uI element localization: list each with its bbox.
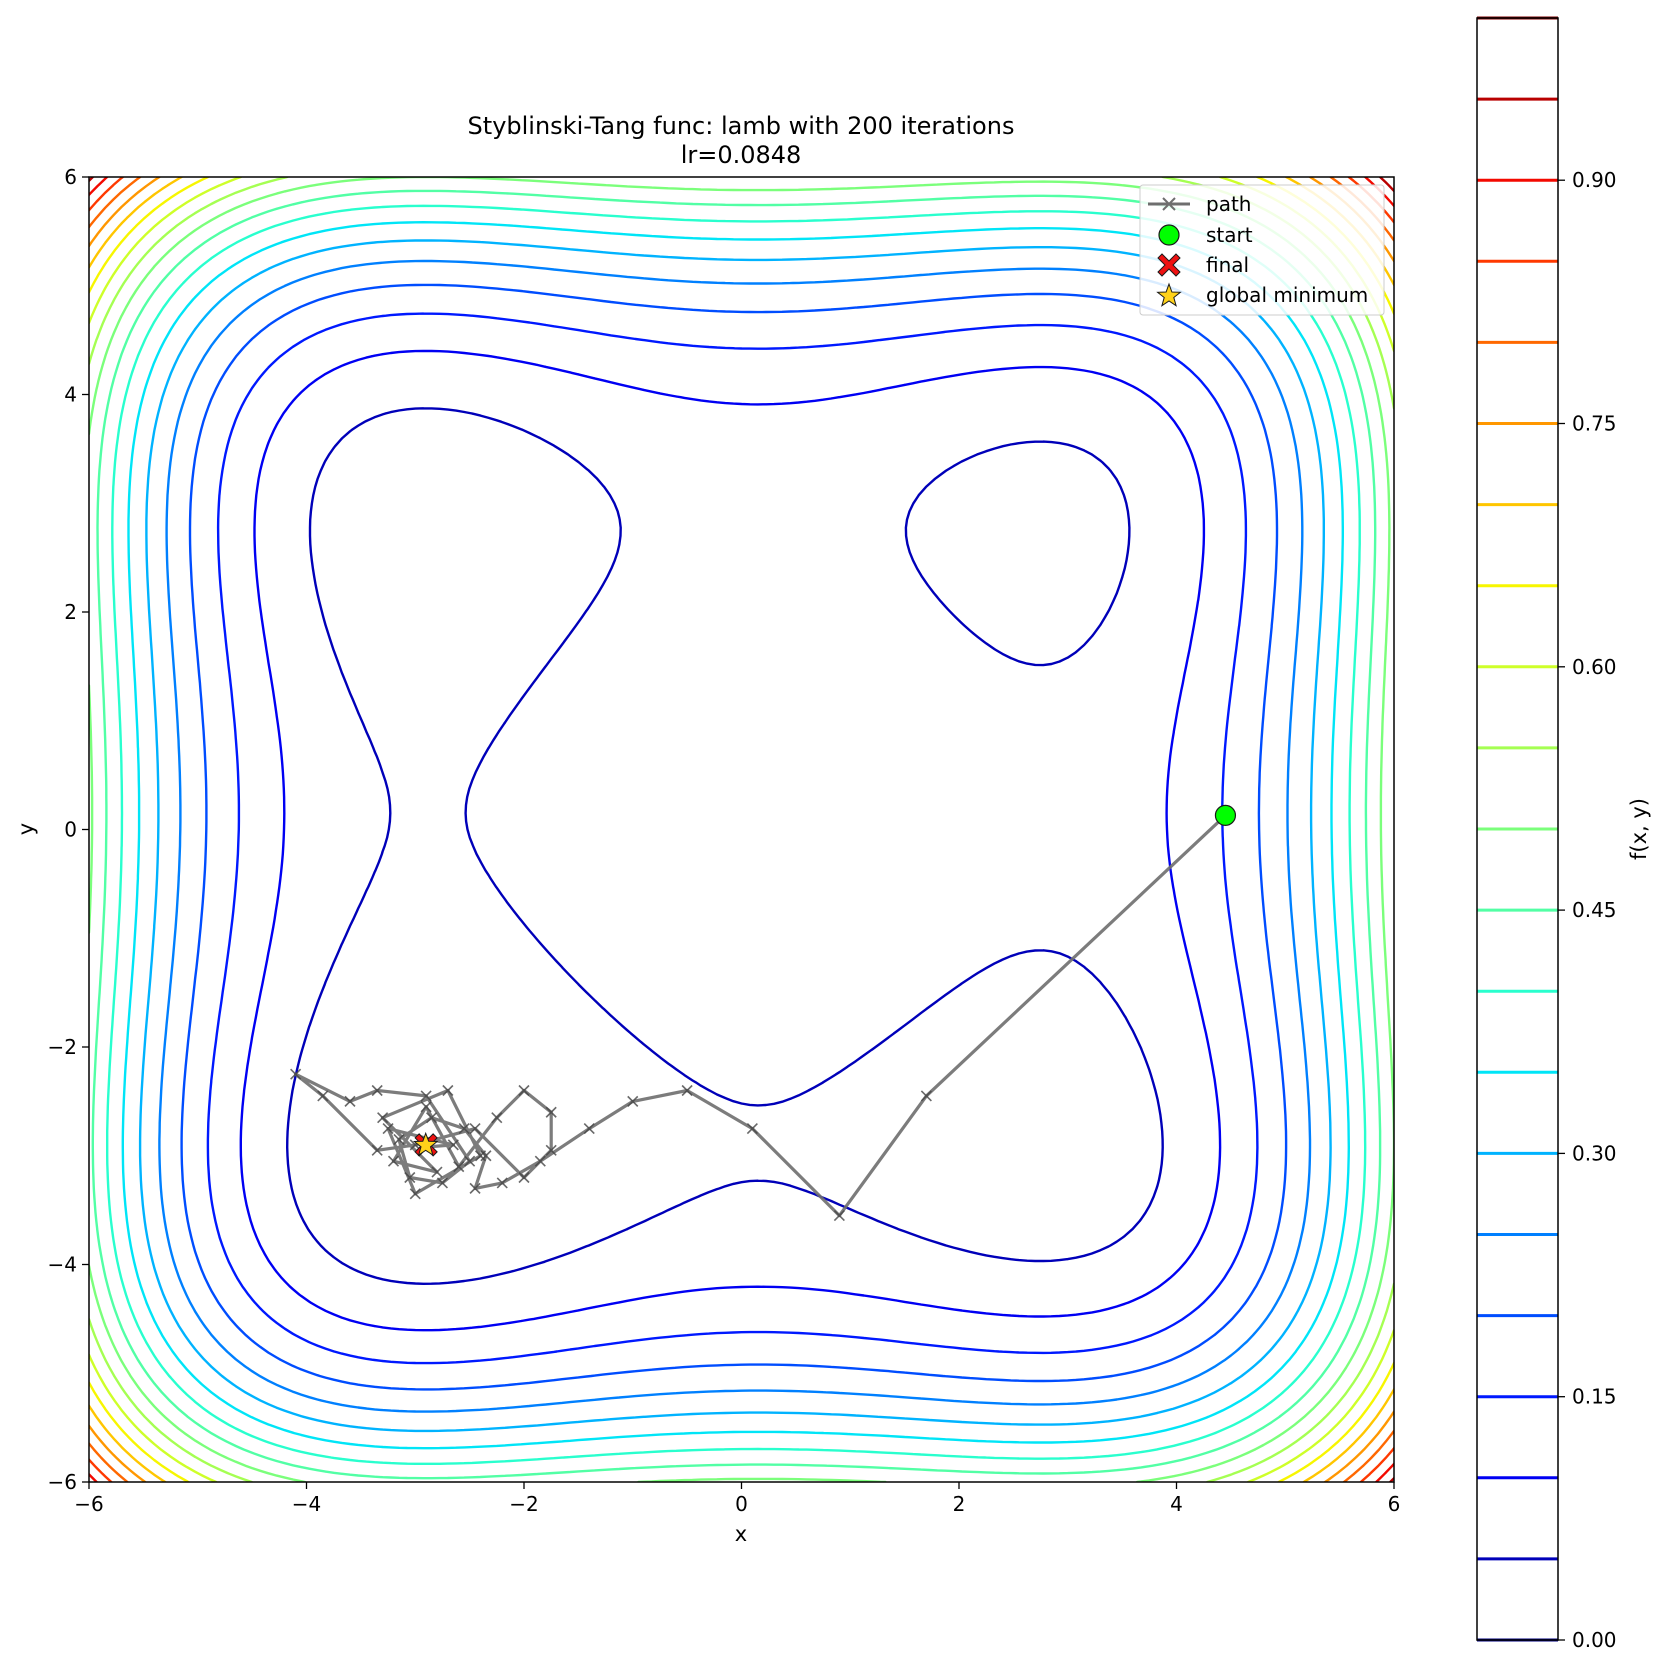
x-tick-label: 0 [735, 1492, 748, 1516]
optimizer-path [290, 809, 1232, 1222]
path-point [425, 1112, 438, 1124]
contour-level [106, 204, 1367, 1465]
y-tick-label: 2 [64, 600, 77, 624]
path-point [681, 1084, 693, 1097]
path-point [371, 1084, 383, 1097]
legend-label-final: final [1206, 253, 1249, 277]
colorbar: 0.00 0.15 0.30 0.45 0.60 0.75 0.90 f(x, y) [1476, 16, 1651, 1652]
path-point [469, 1122, 481, 1135]
colorbar-frame [1476, 17, 1559, 1641]
path-point [409, 1188, 421, 1200]
legend-label-start: start [1206, 223, 1253, 247]
y-axis-label: y [14, 823, 38, 835]
path-point [371, 1144, 383, 1156]
point-markers [412, 804, 1237, 1157]
colorbar-ticks: 0.00 0.15 0.30 0.45 0.60 0.75 0.90 [1558, 168, 1617, 1652]
path-point [746, 1122, 758, 1135]
colorbar-tick-label: 0.75 [1572, 412, 1617, 436]
contour-level [138, 239, 1332, 1433]
path-point [404, 1171, 416, 1184]
path-point [469, 1182, 481, 1194]
legend-box [1139, 184, 1385, 316]
x-tick-label: −4 [292, 1492, 321, 1516]
colorbar-label: f(x, y) [1627, 798, 1651, 860]
y-tick-label: −2 [48, 1035, 77, 1059]
contour-level [91, 189, 1382, 1480]
path-point [518, 1084, 530, 1097]
path-point [377, 1112, 389, 1124]
path-point [545, 1144, 557, 1156]
path-point [387, 1155, 400, 1167]
path-point [518, 1171, 530, 1184]
path-point [480, 1150, 492, 1162]
contour-level [89, 177, 1394, 1482]
y-tick-label: 6 [64, 165, 77, 189]
path-point [496, 1177, 508, 1189]
y-tick-label: −6 [48, 1470, 77, 1494]
contour-level [158, 259, 1312, 1413]
contour-level [239, 349, 1222, 1332]
colorbar-tick-label: 0.15 [1572, 1385, 1617, 1409]
chart-title: Styblinski-Tang func: lamb with 200 iter… [468, 112, 1015, 140]
path-line [294, 814, 1227, 1218]
y-tick-label: 4 [64, 383, 77, 407]
legend-item-global-minimum: global minimum [1156, 282, 1368, 307]
legend-label-path: path [1206, 192, 1251, 216]
path-point [442, 1084, 454, 1097]
x-axis-label: x [735, 1522, 747, 1546]
colorbar-tick-label: 0.00 [1572, 1628, 1617, 1652]
legend-item-final: final [1157, 253, 1249, 277]
legend-item-start: start [1158, 223, 1253, 247]
contour-level [180, 283, 1288, 1391]
x-tick-label: 2 [953, 1492, 966, 1516]
path-point [393, 1133, 405, 1146]
path-point [447, 1139, 459, 1151]
legend-item-path: path [1148, 192, 1251, 216]
path-point [627, 1095, 639, 1107]
legend: path start final global minimum [1139, 184, 1385, 316]
y-tick-label: −4 [48, 1253, 77, 1277]
y-axis: −6 −4 −2 0 2 4 6 [48, 165, 89, 1494]
x-tick-label: −2 [509, 1492, 538, 1516]
x-axis: −6 −4 −2 0 2 4 6 [74, 1482, 1400, 1516]
path-point [420, 1101, 432, 1113]
path-point [453, 1161, 465, 1173]
path-point [534, 1155, 546, 1167]
path-point [474, 1150, 487, 1162]
path-point [458, 1122, 470, 1135]
path-point [382, 1122, 394, 1135]
path-point [290, 1068, 302, 1080]
path-point [920, 1090, 932, 1102]
path-point [431, 1166, 443, 1178]
path-point [464, 1155, 476, 1167]
contour-level [121, 221, 1350, 1450]
path-point [583, 1122, 595, 1135]
legend-label-global-minimum: global minimum [1206, 283, 1368, 307]
path-point [833, 1209, 845, 1222]
colorbar-tick-label: 0.30 [1572, 1141, 1617, 1165]
path-point [317, 1090, 329, 1102]
global-minimum-marker [412, 1131, 439, 1157]
x-tick-label: 6 [1388, 1492, 1401, 1516]
colorbar-tick-label: 0.90 [1572, 168, 1617, 192]
path-point [344, 1095, 356, 1107]
path-point [436, 1177, 449, 1189]
contour-level [206, 312, 1259, 1365]
y-tick-label: 0 [64, 818, 77, 842]
chart-subtitle: lr=0.0848 [681, 141, 802, 169]
colorbar-tick-label: 0.60 [1572, 655, 1617, 679]
path-point [545, 1106, 557, 1118]
contour-lines [89, 177, 1394, 1482]
contour-level [286, 407, 1164, 1285]
path-point [420, 1090, 432, 1102]
path-point [491, 1112, 503, 1124]
x-tick-label: 4 [1170, 1492, 1183, 1516]
colorbar-tick-label: 0.45 [1572, 898, 1617, 922]
x-tick-label: −6 [74, 1492, 103, 1516]
colorbar-levels [1477, 16, 1558, 1642]
start-marker [1214, 804, 1237, 826]
